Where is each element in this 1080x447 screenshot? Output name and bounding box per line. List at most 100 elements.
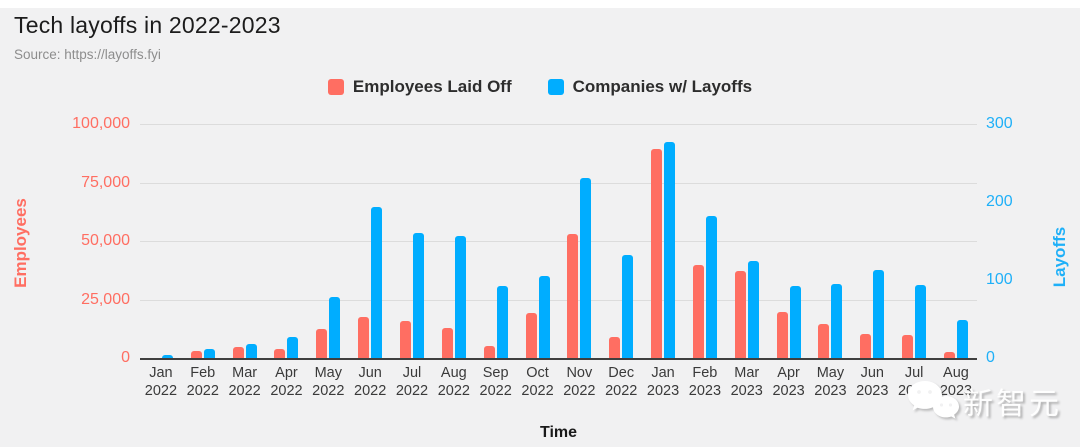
bar-group-sep-2022 [475,125,517,359]
x-tick-label: Mar 2022 [228,365,261,399]
bar-group-dec-2022 [600,125,642,359]
x-tick-label: Jun 2022 [354,365,387,399]
bar-group-jan-2023 [642,125,684,359]
x-tick-label: Mar 2023 [730,365,763,399]
bar-employees [943,351,955,359]
x-tick-label: Apr 2022 [270,365,303,399]
x-tick-label: Jun 2023 [856,365,889,399]
x-tick-label: Nov 2022 [563,365,596,399]
bar-employees [399,321,411,359]
x-axis-tick-labels: Jan 2022 Feb 2022 Mar 2022 Apr 2022 May 2022 Jun 20… [140,364,977,400]
bar-companies [538,275,550,359]
plot-area [140,124,977,360]
y-tick-label: 50,000 [81,232,130,249]
bar-employees [441,327,453,359]
x-tick-label: Aug 2022 [437,365,470,399]
x-axis-title: Time [539,424,578,441]
bar-companies [831,284,843,359]
bar-group-may-2022 [307,125,349,359]
x-tick-label: Feb 2023 [688,365,722,399]
x-tick-label: May 2022 [312,365,345,399]
bar-companies [329,297,341,359]
bar-employees [316,329,328,359]
x-tick-label: Apr 2023 [772,365,805,399]
bar-companies [161,355,173,359]
bar-companies [956,320,968,359]
y-tick-label: 0 [986,349,995,366]
bar-employees [567,233,579,359]
chart-title: Tech layoffs in 2022-2023 [14,12,281,38]
bar-employees [902,334,914,359]
gridline [140,241,977,242]
gridline [140,299,977,301]
bar-group-jun-2022 [349,125,391,359]
bar-groups [140,125,977,359]
y-tick-label: 100,000 [72,115,130,132]
watermark: 新智元 [907,379,1062,423]
y-axis-right-ticks: 0 100 200 300 [986,0,1076,447]
y-tick-label: 0 [121,349,130,366]
bar-companies [705,216,717,359]
bar-group-feb-2023 [684,125,726,359]
bar-group-mar-2022 [224,125,266,359]
y-axis-left-title: Employees [11,198,30,288]
bar-companies [915,284,927,359]
bar-employees [651,149,663,359]
bar-companies [789,285,801,359]
y-axis-left-ticks: 0 25,000 50,000 75,000 100,000 [0,0,130,447]
x-tick-label: Jul 2022 [395,365,429,399]
bar-employees [818,324,830,359]
bar-companies [622,255,634,359]
x-tick-label: Sep 2022 [479,365,512,399]
gridline [140,124,977,125]
bar-companies [454,235,466,359]
top-strip [0,0,1080,8]
legend-label-companies: Companies w/ Layoffs [572,77,753,96]
bar-group-oct-2022 [517,125,559,359]
x-tick-label: Feb 2022 [186,365,219,399]
bar-group-feb-2022 [182,125,224,359]
bar-group-jan-2022 [140,125,182,359]
bar-group-jul-2022 [391,125,433,359]
bar-companies [371,206,383,359]
bar-group-apr-2023 [768,125,810,359]
bar-companies [245,344,257,359]
x-tick-label: Jan 2022 [144,365,178,399]
bar-employees [232,346,244,359]
bar-companies [287,337,299,359]
x-tick-label: May 2023 [814,365,847,399]
bar-companies [580,178,592,359]
bar-group-aug-2022 [433,125,475,359]
bar-group-jul-2023 [893,125,935,359]
x-tick-label: Aug 2023 [939,365,973,399]
y-axis-right-title: Layoffs [1050,226,1069,288]
bar-employees [776,311,788,359]
bar-group-aug-2023 [935,125,977,359]
bar-employees [190,350,202,359]
x-axis-line [140,358,977,360]
bar-employees [525,312,537,359]
bar-group-mar-2023 [726,125,768,359]
bar-companies [203,348,215,359]
wechat-bubbles-icon [908,381,959,419]
bar-employees [274,349,286,359]
bar-companies [873,270,885,359]
y-tick-label: 300 [986,115,1013,132]
legend-item-employees[interactable]: Employees Laid Off [327,77,512,97]
bar-employees [860,333,872,359]
y-tick-label: 100 [986,271,1013,288]
legend-item-companies[interactable]: Companies w/ Layoffs [547,77,753,97]
chart-source-link[interactable]: Source: https://layoffs.fyi [14,47,161,62]
legend-swatch-employees-icon [327,79,344,95]
bar-group-nov-2022 [558,125,600,359]
bar-group-apr-2022 [266,125,308,359]
bar-companies [747,260,759,359]
bar-companies [664,142,676,359]
bar-group-jun-2023 [851,125,893,359]
x-tick-label: Dec 2022 [605,365,638,399]
x-tick-label: Oct 2022 [521,365,554,399]
bar-companies [412,232,424,359]
legend: Employees Laid Off Companies w/ Layoffs [0,77,1080,97]
bar-employees [358,317,370,359]
